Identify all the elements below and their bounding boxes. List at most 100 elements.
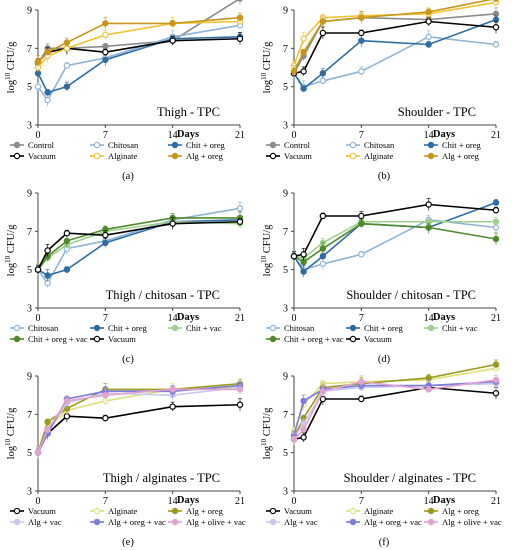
legend-label: Chitosan (364, 140, 395, 150)
data-point (492, 361, 500, 368)
legend-label: Chit + oreg (442, 140, 482, 150)
legend-label: Chit + vac (186, 323, 222, 333)
data-point (492, 235, 500, 243)
series-line (293, 0, 493, 72)
data-point (358, 37, 365, 44)
data-point (358, 68, 365, 75)
chart-title: Shoulder - TPC (398, 105, 476, 119)
legend-marker (93, 152, 101, 160)
legend-label: Alg + oreg + vac (108, 517, 166, 527)
legend-item: Alginate (346, 151, 393, 161)
data-point (34, 449, 42, 456)
x-axis-label: Days (177, 129, 199, 140)
series-line (293, 220, 496, 260)
data-point (290, 436, 298, 443)
data-point (44, 247, 51, 254)
y-tick-label: 5 (283, 265, 288, 276)
legend-label: Alg + oreg (186, 506, 224, 516)
y-tick-label: 3 (283, 304, 288, 315)
legend-label: Vacuum (284, 506, 312, 516)
data-point (290, 253, 298, 260)
data-point (169, 386, 176, 393)
data-point (492, 218, 500, 225)
data-point (425, 41, 432, 48)
data-point (44, 418, 51, 426)
panel-label: (b) (378, 171, 391, 182)
data-point (358, 378, 365, 385)
legend-label: Chit + oreg + vac (284, 334, 344, 344)
series-line (37, 384, 241, 454)
data-point (358, 14, 365, 21)
data-point (236, 35, 244, 42)
chart-panel-f: 3 5 7 9 0 7 14 21 Days log10 CFU/g Shoulder / algi… (260, 359, 502, 548)
legend-item: Chitosan (266, 323, 315, 333)
chart-panel-c: 3 5 7 9 0 7 14 21 Days log10 CFU/g Thigh / chitosa… (4, 189, 245, 366)
series-vacuum (290, 16, 500, 77)
legend-marker (349, 324, 357, 332)
legend-item: Alg + oreg (424, 506, 480, 516)
legend-item: Alg + oreg (168, 151, 224, 161)
x-tick-label: 7 (103, 496, 108, 507)
data-point (358, 395, 365, 403)
data-point (319, 212, 327, 220)
data-point (358, 220, 365, 227)
data-point (425, 33, 432, 41)
data-point (300, 268, 307, 275)
x-tick-label: 21 (235, 313, 245, 324)
y-axis-label: log10 CFU/g (260, 407, 273, 459)
x-tick-label: 14 (168, 130, 178, 141)
data-point (493, 0, 499, 2)
x-tick-label: 7 (103, 130, 108, 141)
data-point (358, 212, 365, 220)
chart-panel-e: 3 5 7 9 0 7 14 21 Days log10 CFU/g Thigh / alginat… (4, 372, 246, 549)
legend-marker (269, 152, 277, 160)
x-axis-label: Days (433, 495, 455, 506)
data-point (319, 77, 327, 85)
data-point (425, 224, 432, 231)
legend-label: Chitosan (28, 323, 59, 333)
legend-label: Alginate (364, 506, 393, 516)
data-point (425, 201, 432, 208)
data-point (492, 390, 500, 397)
legend-label: Alg + oreg (186, 151, 224, 161)
legend-item: Alg + vac (266, 517, 318, 527)
legend-item: Alginate (90, 506, 137, 516)
data-point (44, 48, 51, 56)
data-point (300, 35, 307, 42)
legend-label: Alginate (108, 151, 137, 161)
legend-item: Chit + vac (424, 323, 478, 333)
data-point (102, 43, 109, 50)
legend-label: Chitosan (284, 323, 315, 333)
x-axis-label: Days (433, 312, 455, 323)
data-point (169, 20, 176, 27)
legend-marker (427, 518, 435, 526)
data-point (358, 29, 365, 37)
data-point (169, 37, 176, 44)
y-tick-label: 7 (27, 227, 32, 238)
legend-label: Alg + oreg + vac (364, 517, 422, 527)
x-tick-label: 14 (424, 313, 434, 324)
y-tick-label: 3 (27, 121, 32, 132)
data-point (44, 89, 51, 96)
data-point (319, 29, 327, 37)
data-point (425, 8, 432, 16)
legend-marker (171, 507, 179, 515)
data-point (102, 239, 109, 247)
data-point (169, 220, 176, 227)
legend-label: Control (284, 140, 311, 150)
y-tick-label: 7 (27, 44, 32, 55)
legend-marker (349, 335, 357, 343)
series-chitosan (290, 30, 500, 93)
data-point (63, 266, 71, 273)
series-chitosan (34, 21, 244, 107)
data-point (319, 70, 327, 77)
series-line (37, 388, 240, 453)
chart-title: Shoulder / chitosan - TPC (346, 288, 476, 302)
x-tick-label: 14 (424, 496, 434, 507)
data-point (63, 237, 71, 245)
legend-item: Alg + oreg (168, 506, 224, 516)
legend-marker (93, 507, 101, 515)
data-point (102, 414, 109, 422)
y-tick-label: 5 (27, 448, 32, 459)
y-tick-label: 7 (283, 410, 288, 421)
